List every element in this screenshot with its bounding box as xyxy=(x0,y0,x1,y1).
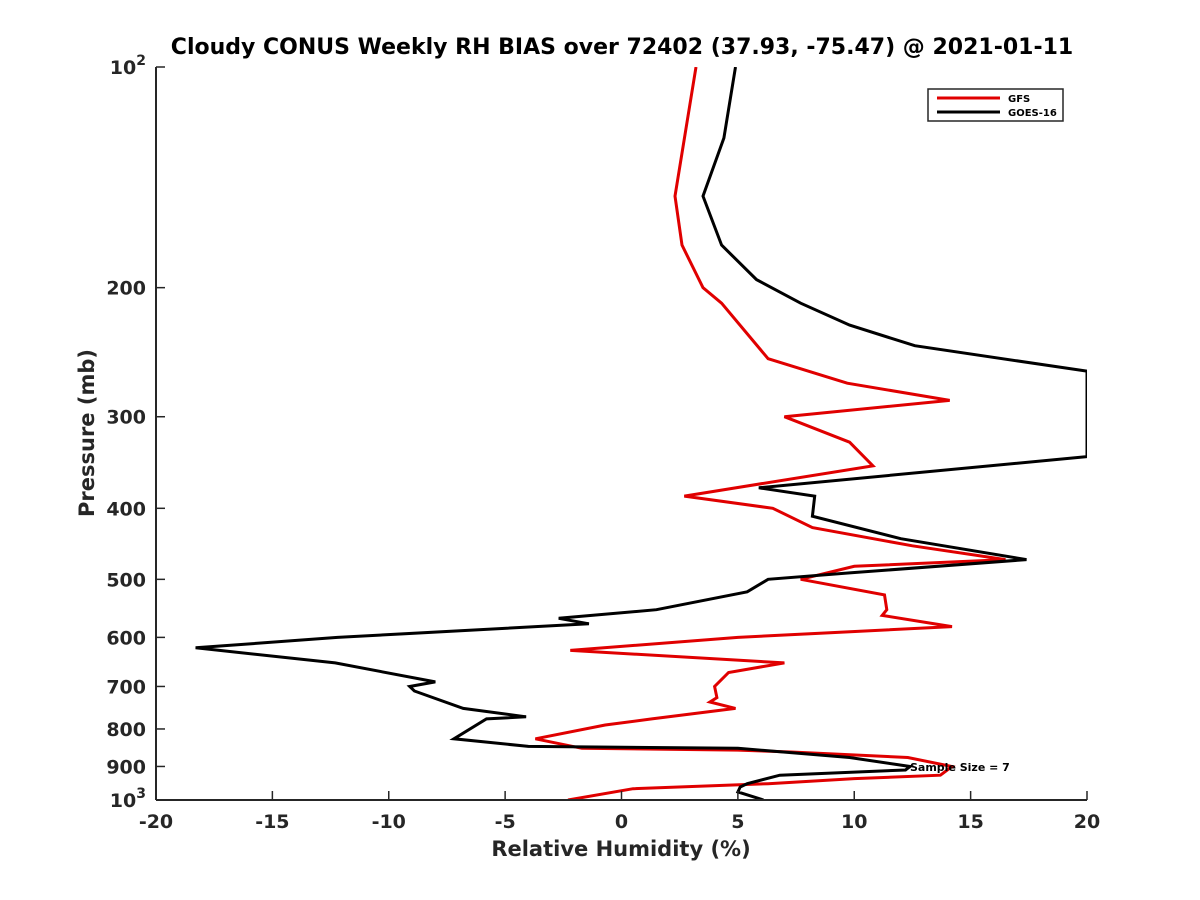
y-tick-label: 300 xyxy=(106,407,146,429)
y-tick-label: 102 xyxy=(110,53,146,79)
y-tick-label: 200 xyxy=(106,278,146,300)
plot-area xyxy=(156,67,1087,800)
x-tick-label: -20 xyxy=(139,811,173,833)
x-tick-label: 5 xyxy=(731,811,744,833)
series-line-goes-16 xyxy=(195,67,1087,800)
x-axis-label: Relative Humidity (%) xyxy=(491,837,750,861)
sample-size-annotation: Sample Size = 7 xyxy=(910,761,1010,774)
y-axis-label: Pressure (mb) xyxy=(75,349,99,517)
legend: GFS GOES-16 xyxy=(927,88,1064,122)
x-tick-label: -15 xyxy=(255,811,289,833)
x-tick-label: 15 xyxy=(957,811,983,833)
x-tick-label: 10 xyxy=(841,811,867,833)
y-tick-label: 700 xyxy=(106,676,146,698)
legend-label: GOES-16 xyxy=(1008,108,1057,119)
y-tick-label: 500 xyxy=(106,569,146,591)
legend-label: GFS xyxy=(1008,94,1030,105)
series-layer xyxy=(195,67,1087,800)
legend-box xyxy=(927,88,1064,122)
axes-layer: -20 -15 -10 -5 0 5 10 15 20 102 200 300 400 500 600 700… xyxy=(106,53,1100,833)
y-tick-label: 900 xyxy=(106,756,146,778)
chart-title: Cloudy CONUS Weekly RH BIAS over 72402 (… xyxy=(171,35,1073,60)
y-tick-label: 600 xyxy=(106,627,146,649)
x-tick-label: 20 xyxy=(1074,811,1100,833)
x-tick-label: -10 xyxy=(372,811,406,833)
x-tick-label: -5 xyxy=(495,811,516,833)
y-tick-label: 103 xyxy=(110,786,146,812)
y-tick-label: 400 xyxy=(106,498,146,520)
y-tick-label: 800 xyxy=(106,719,146,741)
x-tick-label: 0 xyxy=(615,811,628,833)
